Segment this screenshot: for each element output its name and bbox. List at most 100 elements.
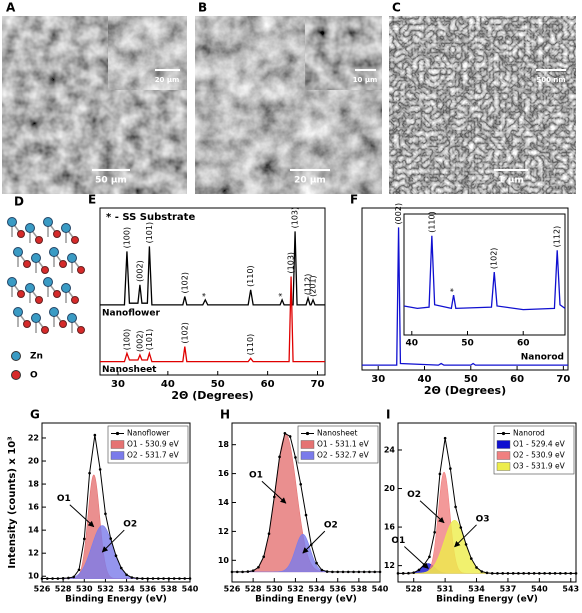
panel-label: A xyxy=(6,1,16,15)
y-tick-label: 22 xyxy=(28,433,39,442)
peak-label: * xyxy=(449,288,458,292)
xrd-line xyxy=(100,231,325,306)
peak-label: (101) xyxy=(145,329,154,351)
xps-point xyxy=(331,570,334,574)
xps-point xyxy=(449,467,452,470)
x-tick-label: 528 xyxy=(405,585,422,594)
xps-point xyxy=(378,570,382,574)
xps-point xyxy=(235,570,239,574)
y-tick-label: 20 xyxy=(28,457,40,466)
xps-point xyxy=(241,570,244,574)
o-atom xyxy=(23,320,31,328)
x-tick-label: 60 xyxy=(510,374,524,385)
zn-atom xyxy=(31,253,41,263)
peak-label: (112) xyxy=(304,274,313,296)
peak-label: (100) xyxy=(122,227,131,249)
legend-swatch xyxy=(501,431,506,436)
xps-point xyxy=(433,530,436,534)
xps-point xyxy=(517,572,520,575)
x-tick-label: 538 xyxy=(161,585,178,594)
peak-label: (112) xyxy=(553,226,562,248)
xps-point xyxy=(283,431,287,435)
xps-point xyxy=(294,456,297,459)
x-axis-label: Binding Energy (eV) xyxy=(436,594,538,604)
legend-swatch xyxy=(110,451,125,460)
xps-point xyxy=(67,576,70,580)
xps-point xyxy=(475,566,478,569)
legend-swatch xyxy=(305,431,310,436)
o-atom xyxy=(71,296,79,304)
xps-point xyxy=(246,570,250,573)
o-atom xyxy=(53,290,61,298)
xps-point xyxy=(82,537,86,541)
xps-point xyxy=(119,566,123,570)
panel-label: I xyxy=(386,408,390,422)
xps-point xyxy=(125,573,128,577)
xps-point xyxy=(304,513,308,517)
component-annotation: O1 xyxy=(391,536,405,546)
legend-swatch xyxy=(11,351,21,361)
legend-label: Zn xyxy=(30,352,43,362)
xps-point xyxy=(459,526,463,529)
legend-label: O2 - 530.9 eV xyxy=(513,451,566,460)
legend-label: O1 - 531.1 eV xyxy=(317,440,370,449)
xps-point xyxy=(88,471,91,475)
xps-point xyxy=(257,565,260,569)
x-axis-label: Binding Energy (eV) xyxy=(255,594,357,604)
xps-point xyxy=(325,570,329,573)
panel-label: B xyxy=(198,1,207,15)
x-tick-label: 40 xyxy=(406,339,419,349)
xps-point xyxy=(320,568,324,572)
panel-label: H xyxy=(220,408,230,422)
o-atom xyxy=(53,230,61,238)
xps-point xyxy=(45,577,49,580)
xps-point xyxy=(485,571,489,575)
component-annotation: O1 xyxy=(57,494,71,504)
zn-atom xyxy=(67,313,77,323)
zn-atom xyxy=(7,277,17,287)
x-tick-label: 60 xyxy=(261,379,275,390)
annotation-arrow xyxy=(302,530,326,554)
legend-label: Nanorod xyxy=(513,429,545,438)
legend-label: Nanosheet xyxy=(317,429,357,438)
annotation-arrow xyxy=(454,524,477,548)
panel-label: C xyxy=(392,1,401,15)
series-label: Nanorod xyxy=(521,353,564,363)
o-atom xyxy=(17,290,25,298)
crystal-structure: D Zn O xyxy=(7,195,85,381)
legend-label: O1 - 529.4 eV xyxy=(513,440,566,449)
xps-point xyxy=(251,569,255,573)
xps-point xyxy=(146,577,150,580)
zn-atom xyxy=(43,217,53,227)
legend-swatch xyxy=(11,370,21,380)
o-atom xyxy=(41,266,49,274)
xps-point xyxy=(230,570,234,574)
xps-point xyxy=(341,570,345,574)
o-atom xyxy=(35,236,43,244)
xps-point xyxy=(141,577,144,580)
sem-inset xyxy=(107,15,188,91)
y-tick-label: 12 xyxy=(384,561,395,570)
x-tick-label: 532 xyxy=(287,585,304,594)
o-atom xyxy=(35,296,43,304)
xps-point xyxy=(40,577,44,580)
peak-label: (102) xyxy=(180,322,189,344)
x-tick-label: 70 xyxy=(311,379,325,390)
x-tick-label: 50 xyxy=(211,379,225,390)
xps-point xyxy=(490,572,494,575)
o-atom xyxy=(59,260,67,268)
xps-point xyxy=(569,572,573,575)
xps-point xyxy=(51,577,54,580)
panel-label: E xyxy=(88,193,96,207)
xps-point xyxy=(151,577,155,580)
series-label: Nanoflower xyxy=(102,308,160,318)
xps-point xyxy=(469,557,473,560)
peak-label: * xyxy=(278,293,287,297)
zn-atom xyxy=(25,223,35,233)
legend-label: O2 - 531.7 eV xyxy=(127,451,180,460)
xps-point xyxy=(396,572,400,575)
xps-point xyxy=(98,468,102,471)
x-tick-label: 40 xyxy=(161,379,175,390)
series-label: Nanosheet xyxy=(102,365,157,375)
